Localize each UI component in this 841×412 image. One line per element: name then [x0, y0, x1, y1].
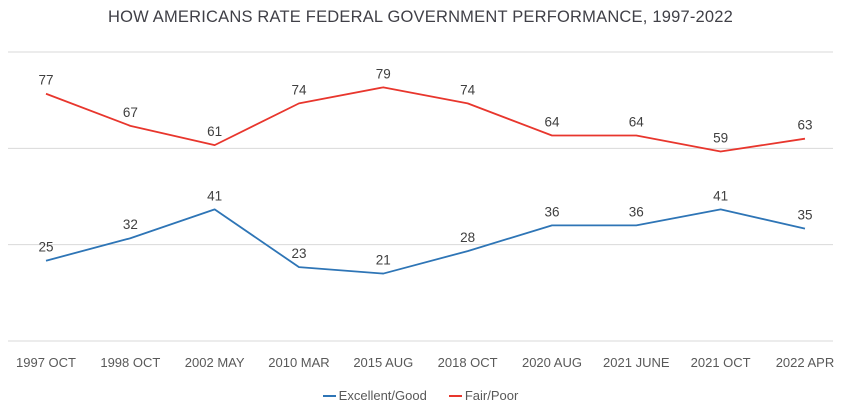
x-axis-label: 2018 OCT [437, 355, 498, 370]
legend-marker-excellent-good-icon [322, 394, 336, 397]
legend-label-excellent-good: Excellent/Good [338, 388, 427, 403]
x-axis-label: 2021 OCT [690, 355, 751, 370]
x-axis-label: 2015 AUG [353, 355, 414, 370]
legend-item-fair-poor: Fair/Poor [448, 388, 519, 403]
data-label-fair-poor: 77 [38, 73, 53, 88]
chart-title: HOW AMERICANS RATE FEDERAL GOVERNMENT PE… [107, 8, 734, 26]
data-label-fair-poor: 63 [797, 118, 812, 133]
data-label-fair-poor: 64 [629, 114, 645, 129]
x-axis-label: 1997 OCT [16, 355, 76, 370]
data-label-excellent-good: 28 [460, 230, 475, 245]
data-label-excellent-good: 41 [713, 188, 728, 203]
x-axis: 1997 OCT 1998 OCT 2002 MAY 2010 MAR 2015 AUG… [0, 355, 841, 371]
data-label-excellent-good: 41 [207, 188, 222, 203]
data-label-excellent-good: 21 [376, 253, 391, 268]
legend-marker-fair-poor-icon [448, 394, 462, 397]
legend: Excellent/Good Fair/Poor [0, 388, 841, 403]
series-line-excellent-good [45, 208, 806, 275]
data-label-fair-poor: 67 [123, 105, 138, 120]
data-label-fair-poor: 61 [207, 124, 222, 139]
legend-label-fair-poor: Fair/Poor [464, 388, 519, 403]
x-axis-label: 2002 MAY [184, 355, 245, 370]
data-label-fair-poor: 74 [291, 82, 307, 97]
series-line-fair-poor [45, 86, 806, 153]
data-label-excellent-good: 35 [797, 208, 812, 223]
data-label-fair-poor: 59 [713, 131, 728, 146]
x-axis-label: 2021 JUNE [603, 355, 670, 370]
data-label-excellent-good: 32 [123, 217, 138, 232]
data-label-fair-poor: 79 [376, 66, 391, 81]
legend-item-excellent-good: Excellent/Good [322, 388, 427, 403]
x-axis-label: 2022 APR [775, 355, 835, 370]
x-axis-label: 1998 OCT [100, 355, 161, 370]
x-axis-label: 2010 MAR [268, 355, 330, 370]
x-axis-label: 2020 AUG [521, 355, 582, 370]
data-label-excellent-good: 23 [291, 246, 306, 261]
data-label-fair-poor: 74 [460, 82, 476, 97]
data-label-excellent-good: 36 [629, 204, 644, 219]
data-label-excellent-good: 36 [544, 204, 559, 219]
data-label-excellent-good: 25 [38, 240, 53, 255]
data-label-fair-poor: 64 [544, 114, 560, 129]
